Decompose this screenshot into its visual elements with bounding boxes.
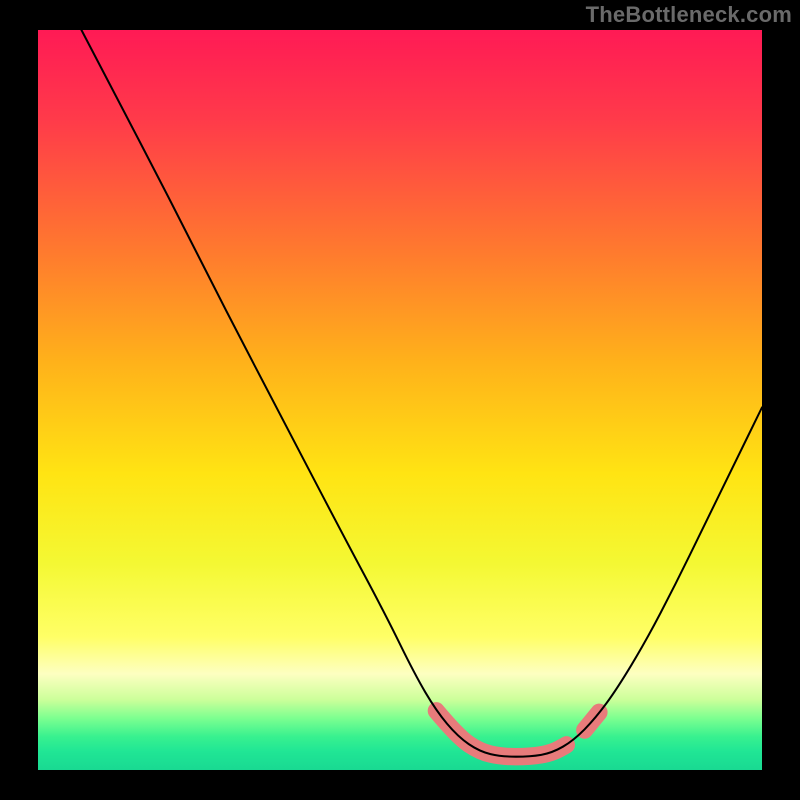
bottleneck-curve: [81, 30, 762, 757]
chart-stage: TheBottleneck.com: [0, 0, 800, 800]
watermark-text: TheBottleneck.com: [586, 2, 792, 28]
plot-area: [38, 30, 762, 770]
highlight-group: [436, 711, 599, 757]
curve-layer: [38, 30, 762, 770]
